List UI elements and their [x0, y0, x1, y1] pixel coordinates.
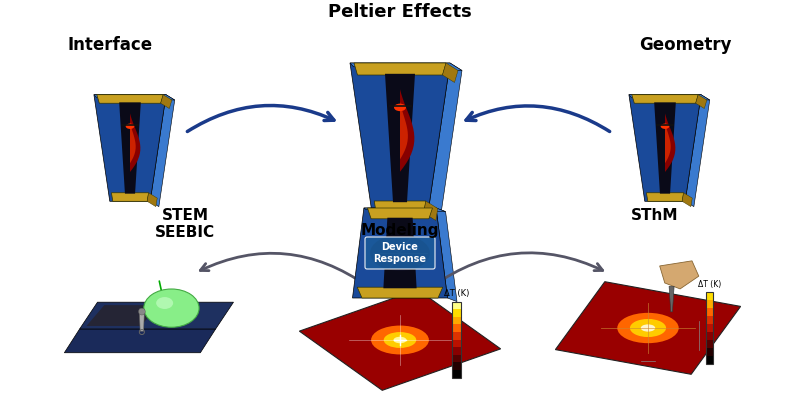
Bar	[706, 292, 713, 364]
Text: SThM: SThM	[631, 208, 678, 223]
FancyBboxPatch shape	[365, 237, 435, 269]
Polygon shape	[385, 74, 415, 202]
Polygon shape	[665, 122, 670, 163]
Text: Interface: Interface	[67, 36, 153, 54]
Circle shape	[138, 308, 146, 315]
Polygon shape	[97, 95, 163, 103]
Polygon shape	[354, 63, 446, 75]
Polygon shape	[629, 95, 710, 100]
Bar	[706, 300, 713, 308]
Polygon shape	[646, 193, 683, 201]
Polygon shape	[555, 282, 741, 374]
Polygon shape	[150, 95, 174, 206]
Polygon shape	[654, 102, 676, 194]
Polygon shape	[682, 193, 692, 206]
Polygon shape	[428, 63, 462, 221]
Text: Modeling: Modeling	[361, 223, 439, 238]
Bar	[452, 370, 461, 377]
Polygon shape	[86, 305, 158, 326]
Polygon shape	[400, 89, 414, 172]
Polygon shape	[130, 113, 140, 172]
Bar	[452, 324, 461, 332]
Polygon shape	[632, 95, 698, 103]
Polygon shape	[436, 208, 457, 302]
Text: Peltier Effects: Peltier Effects	[328, 3, 472, 21]
Polygon shape	[629, 95, 701, 201]
Polygon shape	[400, 102, 408, 159]
Polygon shape	[669, 286, 674, 312]
Polygon shape	[350, 63, 462, 71]
Polygon shape	[358, 287, 442, 298]
Polygon shape	[130, 122, 136, 163]
Polygon shape	[367, 208, 433, 219]
Ellipse shape	[371, 326, 429, 354]
Bar	[706, 348, 713, 356]
Polygon shape	[147, 193, 158, 206]
Ellipse shape	[394, 104, 406, 111]
Polygon shape	[299, 290, 501, 390]
Polygon shape	[350, 63, 450, 213]
Ellipse shape	[156, 297, 173, 309]
Bar	[452, 302, 461, 309]
Polygon shape	[364, 208, 446, 212]
Polygon shape	[660, 261, 698, 289]
Bar	[452, 362, 461, 370]
Polygon shape	[374, 201, 426, 213]
Text: Device
Response: Device Response	[374, 242, 426, 264]
Text: STEM
SEEBIC: STEM SEEBIC	[155, 208, 215, 240]
Polygon shape	[424, 201, 438, 221]
Bar	[706, 324, 713, 332]
Bar	[452, 332, 461, 340]
Polygon shape	[696, 95, 707, 109]
Ellipse shape	[618, 313, 678, 343]
Polygon shape	[119, 102, 141, 194]
Polygon shape	[161, 95, 172, 109]
Bar	[706, 292, 713, 300]
Polygon shape	[94, 95, 166, 201]
Polygon shape	[665, 113, 675, 172]
Ellipse shape	[641, 324, 655, 331]
Bar	[706, 308, 713, 316]
Polygon shape	[383, 218, 417, 288]
Polygon shape	[686, 95, 710, 206]
Bar	[706, 332, 713, 340]
Polygon shape	[353, 208, 447, 298]
Bar	[452, 309, 461, 317]
Bar	[452, 317, 461, 324]
Polygon shape	[64, 329, 216, 353]
Polygon shape	[80, 302, 234, 329]
Ellipse shape	[394, 337, 406, 343]
Polygon shape	[442, 63, 458, 82]
Text: ΔT (K): ΔT (K)	[443, 289, 469, 298]
Bar	[706, 340, 713, 348]
Text: ΔT (K): ΔT (K)	[698, 280, 721, 289]
Bar	[452, 355, 461, 362]
Polygon shape	[94, 95, 174, 100]
Ellipse shape	[630, 319, 666, 337]
Bar	[706, 316, 713, 324]
Polygon shape	[139, 309, 145, 331]
Ellipse shape	[384, 332, 416, 348]
Ellipse shape	[370, 235, 430, 271]
Bar	[706, 356, 713, 364]
Bar	[452, 302, 461, 377]
Bar	[452, 347, 461, 355]
Ellipse shape	[661, 124, 670, 129]
Ellipse shape	[144, 289, 199, 327]
Text: Geometry: Geometry	[638, 36, 731, 54]
Bar	[452, 340, 461, 347]
Ellipse shape	[126, 124, 134, 129]
Polygon shape	[111, 193, 149, 201]
